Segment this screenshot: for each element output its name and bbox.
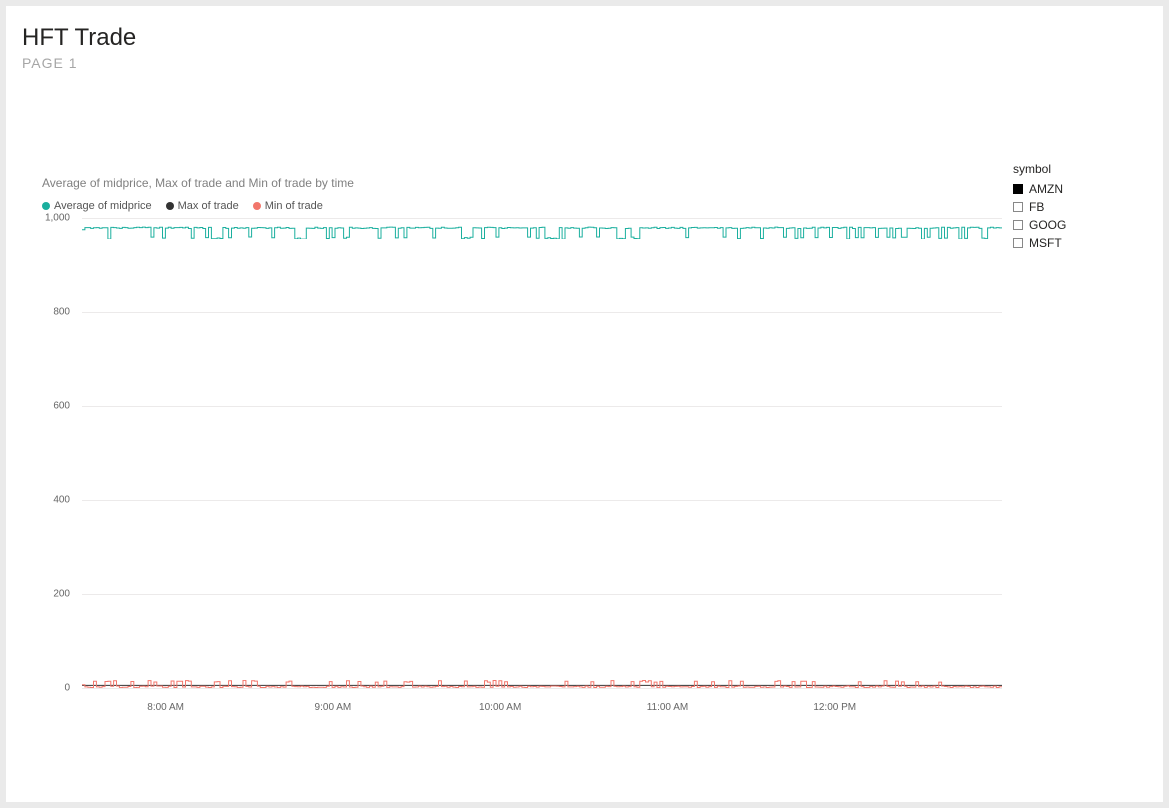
gridline	[82, 406, 1002, 407]
y-tick-label: 400	[53, 495, 70, 506]
y-axis: 02004006008001,000	[36, 218, 76, 688]
slicer-item[interactable]: MSFT	[1013, 234, 1123, 252]
series-line	[82, 227, 1002, 239]
slicer-item[interactable]: FB	[1013, 198, 1123, 216]
gridline	[82, 594, 1002, 595]
y-tick-label: 800	[53, 307, 70, 318]
report-page: HFT Trade PAGE 1 Average of midprice, Ma…	[6, 6, 1163, 802]
line-chart-visual[interactable]: Average of midprice, Max of trade and Mi…	[42, 176, 1002, 688]
y-tick-label: 200	[53, 589, 70, 600]
slicer-item[interactable]: AMZN	[1013, 180, 1123, 198]
y-tick-label: 600	[53, 401, 70, 412]
legend-item[interactable]: Min of trade	[253, 200, 323, 212]
legend-label: Min of trade	[265, 200, 323, 212]
legend-label: Average of midprice	[54, 200, 152, 212]
slicer-item-label: FB	[1029, 198, 1044, 216]
y-tick-label: 0	[64, 683, 70, 694]
gridline	[82, 312, 1002, 313]
slicer-item-label: MSFT	[1029, 234, 1062, 252]
legend-item[interactable]: Average of midprice	[42, 200, 152, 212]
gridline	[82, 500, 1002, 501]
legend-item[interactable]: Max of trade	[166, 200, 239, 212]
chart-title: Average of midprice, Max of trade and Mi…	[42, 176, 1002, 190]
gridline	[82, 218, 1002, 219]
checkbox-icon[interactable]	[1013, 238, 1023, 248]
x-tick-label: 8:00 AM	[147, 702, 184, 713]
gridline	[82, 688, 1002, 689]
report-title: HFT Trade	[22, 24, 1163, 53]
x-tick-label: 11:00 AM	[647, 702, 689, 713]
report-subtitle: PAGE 1	[22, 55, 1163, 71]
symbol-slicer[interactable]: symbol AMZNFBGOOGMSFT	[1013, 162, 1123, 252]
series-band	[82, 680, 1002, 688]
chart-legend: Average of midprice Max of trade Min of tr…	[42, 200, 1002, 212]
report-header: HFT Trade PAGE 1	[6, 6, 1163, 71]
x-tick-label: 9:00 AM	[315, 702, 352, 713]
x-axis: 8:00 AM 9:00 AM 10:00 AM 11:00 AM 12:00 PM	[82, 688, 1002, 718]
checkbox-icon[interactable]	[1013, 220, 1023, 230]
series-line	[82, 680, 1002, 687]
slicer-item[interactable]: GOOG	[1013, 216, 1123, 234]
checkbox-icon[interactable]	[1013, 184, 1023, 194]
legend-label: Max of trade	[178, 200, 239, 212]
x-tick-label: 10:00 AM	[479, 702, 521, 713]
legend-marker-icon	[42, 202, 50, 210]
y-tick-label: 1,000	[45, 213, 70, 224]
slicer-title: symbol	[1013, 162, 1123, 176]
series-band	[82, 225, 1002, 239]
chart-plot-area[interactable]: 02004006008001,000 8:00 AM9:00 AM10:00 A…	[42, 218, 1002, 688]
slicer-item-label: AMZN	[1029, 180, 1063, 198]
checkbox-icon[interactable]	[1013, 202, 1023, 212]
legend-marker-icon	[253, 202, 261, 210]
x-tick-label: 12:00 PM	[813, 702, 856, 713]
slicer-item-label: GOOG	[1029, 216, 1066, 234]
legend-marker-icon	[166, 202, 174, 210]
